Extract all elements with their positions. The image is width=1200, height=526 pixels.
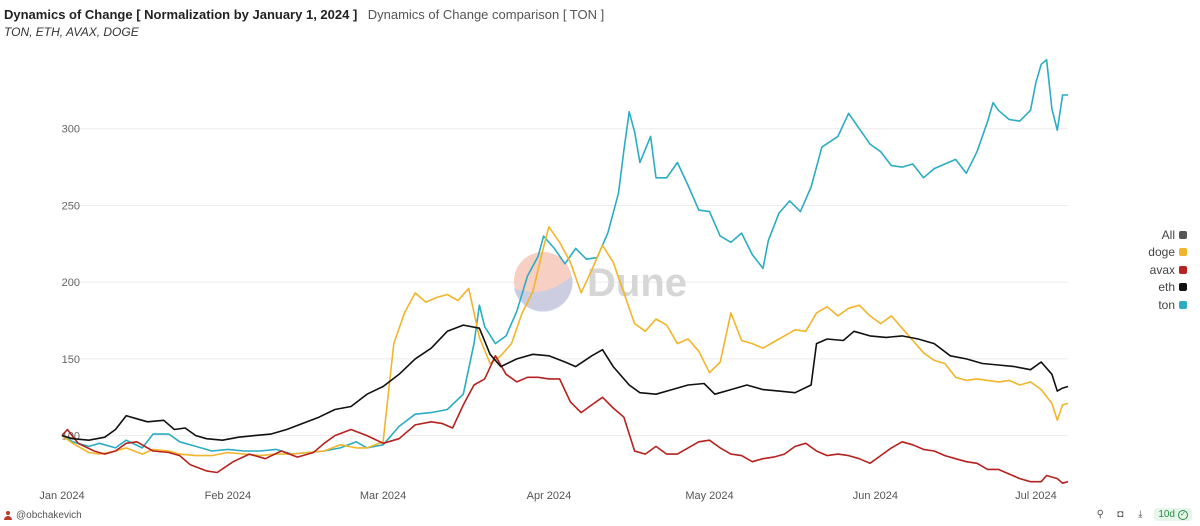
legend-label: avax xyxy=(1149,262,1175,277)
x-tick-label: May 2024 xyxy=(685,490,733,502)
x-tick-label: Apr 2024 xyxy=(527,490,572,502)
user-icon xyxy=(4,511,12,520)
legend-label: eth xyxy=(1158,280,1175,295)
watermark-logo-shape xyxy=(514,276,573,312)
y-tick-label: 250 xyxy=(62,200,80,212)
legend-swatch xyxy=(1179,265,1187,274)
x-tick-label: Feb 2024 xyxy=(205,490,251,502)
legend: All doge avax eth ton xyxy=(1148,226,1187,314)
freshness-label: 10d xyxy=(1158,509,1175,520)
link-icon[interactable]: ⚲ xyxy=(1096,509,1104,520)
series-line-eth xyxy=(61,324,1069,441)
chart-caption: TON, ETH, AVAX, DOGE xyxy=(4,25,139,39)
legend-swatch xyxy=(1179,300,1187,309)
camera-icon[interactable]: ◘ xyxy=(1117,509,1124,520)
legend-label: ton xyxy=(1158,297,1175,312)
chart-subtitle: Dynamics of Change comparison [ TON ] xyxy=(367,7,605,22)
x-tick-label: Jul 2024 xyxy=(1015,490,1057,502)
y-tick-label: 150 xyxy=(62,354,80,366)
series-line-avax xyxy=(61,355,1069,484)
y-tick-label: 200 xyxy=(62,277,80,289)
dune-watermark: Dune xyxy=(514,252,687,312)
legend-swatch xyxy=(1179,230,1187,239)
series-line-doge xyxy=(61,226,1069,457)
x-tick-label: Mar 2024 xyxy=(360,490,406,502)
legend-label: All xyxy=(1161,227,1175,242)
legend-swatch xyxy=(1179,248,1187,257)
footer-actions: ⚲ ◘ ⤓ 10d ✓ xyxy=(1086,508,1192,521)
legend-item-doge[interactable]: doge xyxy=(1148,244,1187,262)
download-icon[interactable]: ⤓ xyxy=(1138,509,1143,520)
freshness-badge[interactable]: 10d ✓ xyxy=(1154,508,1192,521)
x-tick-label: Jan 2024 xyxy=(39,490,84,502)
legend-item-ton[interactable]: ton xyxy=(1148,296,1187,314)
watermark-text: Dune xyxy=(587,261,687,305)
series-line-ton xyxy=(61,58,1068,455)
legend-label: doge xyxy=(1148,245,1175,260)
chart-title: Dynamics of Change [ Normalization by Ja… xyxy=(4,7,358,22)
chart-header: Dynamics of Change [ Normalization by Ja… xyxy=(4,6,604,24)
legend-item-avax[interactable]: avax xyxy=(1148,261,1187,279)
legend-item-All[interactable]: All xyxy=(1148,226,1187,244)
legend-item-eth[interactable]: eth xyxy=(1148,279,1187,297)
check-icon: ✓ xyxy=(1178,509,1188,520)
y-tick-label: 300 xyxy=(62,124,80,136)
legend-swatch xyxy=(1179,283,1187,292)
author-credit[interactable]: @obchakevich xyxy=(4,510,82,521)
author-name: @obchakevich xyxy=(16,510,82,521)
x-tick-label: Jun 2024 xyxy=(853,490,898,502)
